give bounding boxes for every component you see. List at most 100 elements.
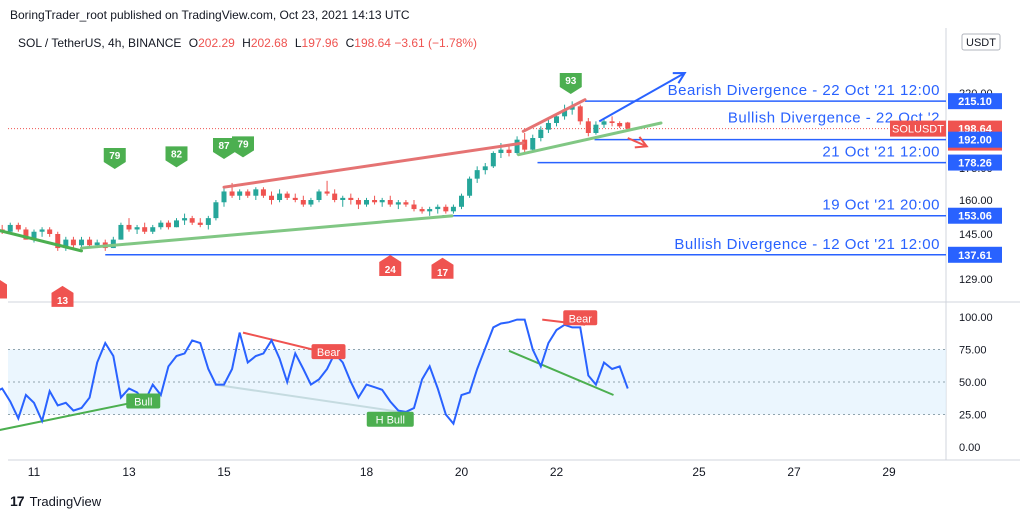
- marker-label: 87: [218, 141, 230, 152]
- candle-body: [87, 239, 93, 246]
- tradingview-logo-icon: 17: [10, 493, 25, 509]
- rsi-trendline: [242, 331, 329, 355]
- marker-down: [379, 254, 402, 276]
- candle-body: [435, 206, 441, 210]
- candle-body: [189, 218, 195, 223]
- price-tag-bg: [948, 131, 1002, 148]
- level-label: 19 Oct '21 20:00: [822, 197, 940, 214]
- candle-body: [554, 116, 559, 123]
- candle-body: [490, 153, 496, 167]
- brand-name: TradingView: [29, 493, 102, 509]
- candle-body: [308, 200, 314, 205]
- candle-body: [522, 139, 528, 150]
- candle-body: [55, 234, 61, 249]
- candle-body: [569, 106, 575, 110]
- candle-body: [562, 109, 568, 117]
- arrow-shaft: [627, 137, 648, 148]
- candle-body: [411, 204, 417, 210]
- rsi-label: Bear: [317, 347, 341, 359]
- candle-body: [585, 121, 591, 133]
- price-tick-label: 160.00: [959, 195, 993, 207]
- candle-body: [213, 202, 219, 219]
- candle-body: [63, 239, 69, 249]
- marker-label: 24: [385, 265, 397, 276]
- rsi-band: [8, 349, 946, 415]
- arrow-shaft: [598, 72, 686, 123]
- time-tick-label: 18: [360, 465, 374, 479]
- price-tag: 192.00: [958, 135, 992, 147]
- rsi-tick-label: 100.00: [959, 312, 993, 324]
- rsi-label: H Bull: [376, 415, 405, 427]
- candle-body: [530, 138, 536, 150]
- level-label: Bullish Divergence - 22 Oct '2: [728, 110, 940, 127]
- rsi-label-bg: [126, 393, 161, 409]
- price-tick-label: 145.00: [959, 229, 993, 241]
- candle-body: [229, 191, 235, 196]
- price-tag-bg: [948, 120, 1002, 151]
- candle-body: [395, 202, 401, 205]
- candle-body: [31, 231, 37, 240]
- countdown-tag: 01:46:16: [954, 138, 997, 150]
- level-label: 21 Oct '21 12:00: [822, 144, 940, 161]
- time-tick-label: 15: [217, 465, 231, 479]
- candle-body: [364, 200, 369, 205]
- candle-body: [23, 229, 29, 240]
- trendline: [222, 141, 525, 189]
- candle-body: [443, 206, 449, 212]
- symbol-name: SOL / TetherUS, 4h, BINANCE: [18, 36, 182, 50]
- low-label: L: [294, 36, 302, 50]
- candle-body: [245, 191, 251, 196]
- price-tag-bg: [948, 246, 1002, 263]
- candle-body: [459, 195, 464, 207]
- candle-body: [237, 191, 243, 196]
- marker-label: 93: [565, 76, 577, 87]
- marker-down: [0, 279, 7, 299]
- price-tag: 137.61: [958, 250, 992, 262]
- candle-body: [165, 222, 171, 228]
- symbol-tag: SOLUSDT: [892, 124, 944, 136]
- candle-body: [253, 189, 259, 196]
- candle-body: [467, 178, 473, 196]
- marker-up: [165, 146, 188, 168]
- candle-body: [419, 209, 425, 212]
- price-tick-label: 175.00: [959, 163, 993, 175]
- time-tick-label: 22: [550, 465, 564, 479]
- marker-down: [431, 257, 454, 279]
- footer: 17 TradingView: [10, 493, 101, 509]
- candle-body: [450, 206, 456, 212]
- candle-body: [118, 224, 124, 240]
- candle-body: [316, 191, 322, 200]
- marker-label: 79: [109, 151, 121, 162]
- candle-body: [174, 220, 179, 228]
- currency-label: USDT: [966, 37, 996, 49]
- time-tick-label: 27: [787, 465, 801, 479]
- candle-body: [340, 197, 346, 200]
- arrow-head: [672, 71, 687, 84]
- rsi-label: Bull: [134, 397, 152, 409]
- candle-body: [134, 227, 140, 230]
- candle-body: [102, 242, 108, 249]
- candle-body: [70, 239, 76, 246]
- candle-body: [142, 227, 148, 232]
- candle-body: [182, 218, 188, 221]
- candle-body: [158, 222, 164, 228]
- rsi-trendline: [542, 318, 586, 326]
- symbol-tag-bg: [890, 120, 946, 137]
- candle-body: [403, 202, 409, 205]
- candle-body: [379, 200, 385, 203]
- candle-body: [221, 191, 227, 203]
- candle-body: [593, 124, 599, 133]
- price-tag-bg: [948, 207, 1002, 224]
- candle-body: [506, 149, 512, 153]
- marker-label: 17: [437, 268, 449, 279]
- rsi-tick-label: 25.00: [959, 410, 987, 422]
- close-label: C: [345, 36, 355, 50]
- marker-label: 82: [171, 149, 183, 160]
- candle-body: [205, 218, 211, 225]
- price-tag-bg: [948, 154, 1002, 171]
- time-tick-label: 11: [28, 465, 41, 479]
- price-tag-bg: [948, 93, 1002, 110]
- marker-label: 79: [237, 139, 249, 150]
- rsi-tick-label: 75.00: [959, 345, 987, 357]
